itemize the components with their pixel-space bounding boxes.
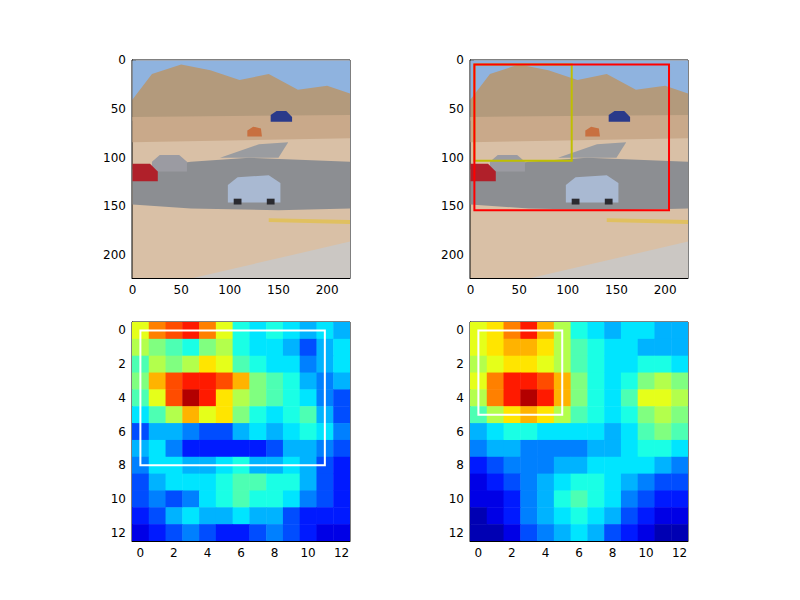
svg-text:0: 0 (118, 323, 126, 337)
svg-text:6: 6 (118, 425, 126, 439)
svg-text:150: 150 (103, 199, 126, 213)
svg-text:8: 8 (271, 546, 279, 560)
svg-text:6: 6 (575, 546, 583, 560)
svg-text:200: 200 (316, 283, 339, 297)
svg-text:4: 4 (542, 546, 550, 560)
svg-text:100: 100 (441, 151, 464, 165)
svg-text:2: 2 (170, 546, 178, 560)
svg-text:100: 100 (103, 151, 126, 165)
svg-text:50: 50 (111, 102, 126, 116)
svg-text:0: 0 (118, 53, 126, 67)
svg-text:0: 0 (456, 323, 464, 337)
svg-text:0: 0 (137, 546, 145, 560)
svg-text:0: 0 (475, 546, 483, 560)
svg-text:10: 10 (300, 546, 315, 560)
svg-text:8: 8 (118, 458, 126, 472)
svg-text:0: 0 (467, 283, 475, 297)
svg-text:4: 4 (204, 546, 212, 560)
svg-text:12: 12 (449, 526, 464, 540)
svg-text:10: 10 (449, 492, 464, 506)
svg-text:50: 50 (512, 283, 527, 297)
svg-text:150: 150 (605, 283, 628, 297)
svg-text:8: 8 (456, 458, 464, 472)
svg-text:2: 2 (508, 546, 516, 560)
svg-text:200: 200 (441, 248, 464, 262)
svg-text:100: 100 (218, 283, 241, 297)
svg-text:6: 6 (456, 425, 464, 439)
svg-text:200: 200 (654, 283, 677, 297)
svg-text:200: 200 (103, 248, 126, 262)
svg-text:2: 2 (118, 357, 126, 371)
svg-text:4: 4 (118, 391, 126, 405)
svg-text:0: 0 (456, 53, 464, 67)
svg-text:12: 12 (672, 546, 687, 560)
svg-text:150: 150 (267, 283, 290, 297)
svg-text:10: 10 (111, 492, 126, 506)
svg-text:8: 8 (609, 546, 617, 560)
svg-text:100: 100 (556, 283, 579, 297)
svg-text:12: 12 (334, 546, 349, 560)
svg-text:150: 150 (441, 199, 464, 213)
svg-text:2: 2 (456, 357, 464, 371)
svg-text:50: 50 (449, 102, 464, 116)
svg-text:0: 0 (129, 283, 137, 297)
svg-text:50: 50 (174, 283, 189, 297)
svg-text:4: 4 (456, 391, 464, 405)
svg-text:6: 6 (237, 546, 245, 560)
svg-text:12: 12 (111, 526, 126, 540)
svg-text:10: 10 (638, 546, 653, 560)
